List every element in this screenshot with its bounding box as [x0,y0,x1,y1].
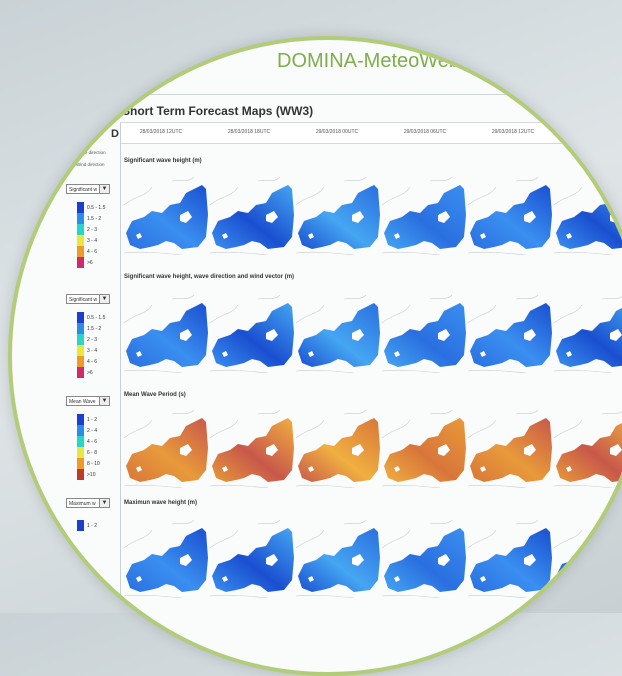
forecast-map-thumbnail[interactable] [552,175,622,255]
variable-select-value: Significant w [69,187,98,193]
forecast-map-thumbnail[interactable] [466,293,554,373]
legend-swatch [77,202,84,213]
forecast-map-thumbnail[interactable] [122,408,210,488]
legend-swatch [77,246,84,257]
legend-swatch [77,414,84,425]
legend-label: 4 - 6 [87,359,98,365]
app-title: DOMINA-MeteoWeb [277,50,461,72]
forecast-map-thumbnail[interactable] [466,518,554,598]
legend-swatch [77,257,84,268]
legend-label: >10 [87,472,96,478]
legend-label: 3 - 4 [87,238,98,244]
forecast-map-thumbnail[interactable] [380,518,468,598]
option-wind-direction[interactable]: Wind direction [76,162,105,167]
legend-swatch [77,334,84,345]
legend-label: 0.5 - 1.5 [87,315,106,321]
variable-select-value: Mean Wave [69,399,96,405]
timestep-header-cell[interactable]: 28/03/2018 12UTC [139,129,183,135]
legend-label: >6 [87,260,93,266]
forecast-map-thumbnail[interactable] [380,175,468,255]
variable-select[interactable]: Significant w ▼ [66,294,110,304]
legend-label: 2 - 3 [87,337,98,343]
map-row-title: Mean Wave Period (s) [124,392,186,398]
timestep-header-cell[interactable]: 29/03/2018 00UTC [315,129,359,135]
legend-swatch [77,312,84,323]
forecast-map-thumbnail[interactable] [208,293,296,373]
legend-label: 1 - 2 [87,523,98,529]
variable-select-value: Maximum w [69,501,96,507]
variable-select-value: Significant w [69,297,98,303]
forecast-map-thumbnail[interactable] [380,293,468,373]
legend-label: >6 [87,370,93,376]
chevron-down-icon[interactable]: ▼ [99,499,109,507]
map-row-title: Significant wave height (m) [124,158,202,164]
forecast-map-thumbnail[interactable] [122,293,210,373]
forecast-map-thumbnail[interactable] [380,408,468,488]
forecast-map-thumbnail[interactable] [208,518,296,598]
legend-label: 4 - 6 [87,249,98,255]
legend-label: 0.5 - 1.5 [87,205,106,211]
map-row-title: Significant wave height, wave direction … [124,274,295,280]
legend-label: 8 - 10 [87,461,100,467]
legend-label: 1.5 - 2 [87,326,102,332]
legend-label: 4 - 6 [87,439,98,445]
web-page: DOMINA-MeteoWeb Short Term Forecast Maps… [12,40,622,672]
variable-select[interactable]: Significant w ▼ [66,184,110,194]
forecast-map-thumbnail[interactable] [208,408,296,488]
forecast-map-thumbnail[interactable] [552,408,622,488]
legend-swatch [77,447,84,458]
sidebar: D Wave direction Wind direction Signific… [56,122,121,672]
forecast-map-thumbnail[interactable] [294,293,382,373]
legend-swatch [77,458,84,469]
chevron-down-icon[interactable]: ▼ [99,397,109,405]
forecast-map-thumbnail[interactable] [552,518,622,598]
timestep-header: 28/03/2018 12UTC 28/03/2018 18UTC 29/03/… [120,122,622,144]
variable-select[interactable]: Mean Wave ▼ [66,396,110,406]
legend-label: 2 - 3 [87,227,98,233]
forecast-map-thumbnail[interactable] [122,175,210,255]
legend-swatch [77,425,84,436]
legend-swatch [77,436,84,447]
forecast-map-thumbnail[interactable] [208,175,296,255]
chevron-down-icon[interactable]: ▼ [99,185,109,193]
forecast-map-thumbnail[interactable] [466,408,554,488]
legend-label: 1.5 - 2 [87,216,102,222]
legend-swatch [77,469,84,480]
legend-label: 2 - 4 [87,428,98,434]
legend-label: 3 - 4 [87,348,98,354]
legend-swatch [77,356,84,367]
zoom-lens: DOMINA-MeteoWeb Short Term Forecast Maps… [8,36,622,676]
section-title: Short Term Forecast Maps (WW3) [122,104,314,118]
forecast-map-thumbnail[interactable] [552,293,622,373]
legend-swatch [77,213,84,224]
sidebar-heading: D [111,128,119,140]
variable-select[interactable]: Maximum w ▼ [66,498,110,508]
forecast-map-thumbnail[interactable] [294,175,382,255]
legend-label: 6 - 8 [87,450,98,456]
forecast-map-thumbnail[interactable] [294,518,382,598]
legend-swatch [77,367,84,378]
timestep-header-cell[interactable]: 29/03/2018 06UTC [403,129,447,135]
forecast-map-thumbnail[interactable] [466,175,554,255]
forecast-map-thumbnail[interactable] [122,518,210,598]
map-row-title: Maximun wave height (m) [124,500,198,506]
timestep-header-cell[interactable]: 29/03/2018 12UTC [491,129,535,135]
legend-swatch [77,235,84,246]
option-wave-direction[interactable]: Wave direction [76,150,106,155]
legend-swatch [77,224,84,235]
header-divider [112,94,622,95]
legend-label: 1 - 2 [87,417,98,423]
forecast-map-thumbnail[interactable] [294,408,382,488]
legend-swatch [77,345,84,356]
chevron-down-icon[interactable]: ▼ [99,295,109,303]
legend-swatch [77,323,84,334]
legend-swatch [77,520,84,531]
timestep-header-cell[interactable]: 28/03/2018 18UTC [227,129,271,135]
